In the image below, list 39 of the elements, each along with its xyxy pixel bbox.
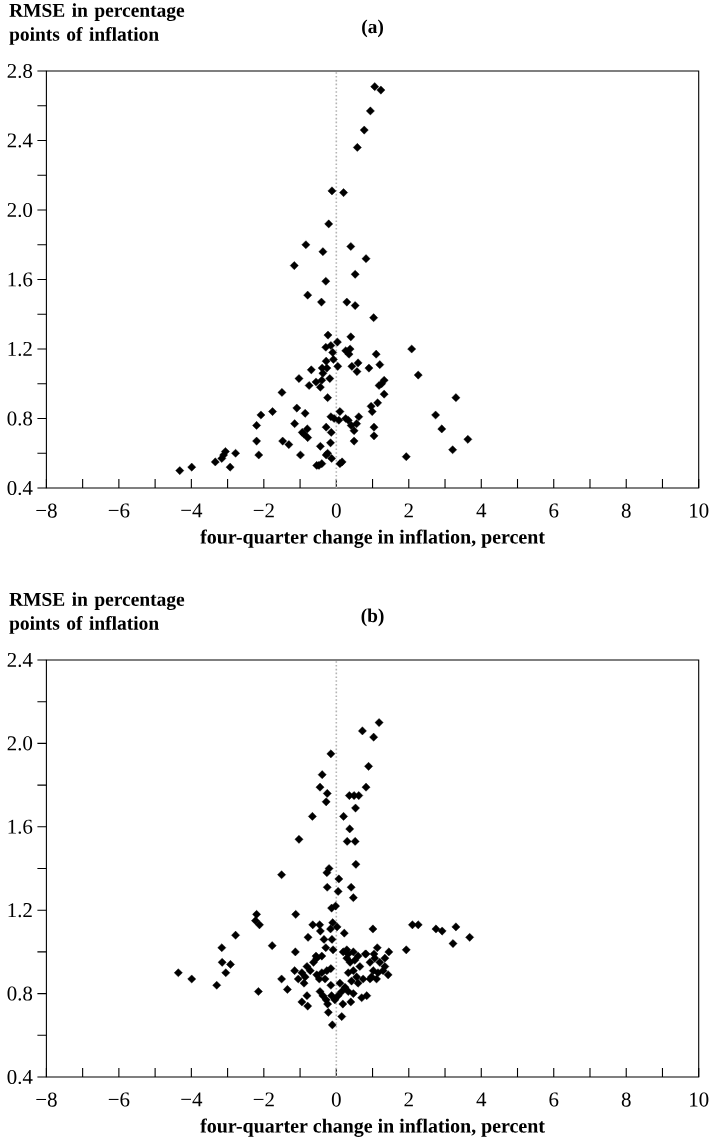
y-tick-label: 2.4 — [7, 133, 33, 148]
y-tick-label: 1.6 — [8, 819, 33, 834]
y-tick-label: 0.4 — [7, 480, 33, 496]
x-tick-label: −8 — [36, 503, 57, 518]
y-tick-label: 0.8 — [7, 411, 33, 426]
y-axis-title: RMSE in percentage points of inflation — [9, 3, 185, 45]
x-tick-label: 2 — [404, 503, 413, 518]
y-tick-label: 1.6 — [8, 272, 33, 287]
x-tick-label: 0 — [331, 1092, 341, 1107]
chart-title: (b) — [361, 608, 384, 627]
y-tick-label: 0.4 — [7, 1069, 33, 1085]
y-tick-label: 0.8 — [7, 986, 33, 1001]
x-tick-label: −2 — [253, 1092, 274, 1107]
x-tick-label: −6 — [108, 1092, 130, 1107]
x-tick-label: 4 — [476, 1092, 487, 1107]
y-tick-label: 1.2 — [8, 903, 32, 918]
x-tick-label: −8 — [36, 1092, 57, 1107]
x-tick-label: 8 — [621, 503, 631, 518]
x-tick-label: 10 — [690, 1092, 709, 1107]
chart-title: (a) — [362, 19, 384, 38]
x-tick-label: −4 — [181, 503, 203, 518]
x-tick-label: 0 — [331, 503, 341, 518]
y-tick-label: 2.8 — [7, 63, 33, 79]
y-tick-label: 2.4 — [7, 652, 33, 668]
y-axis-title: RMSE in percentage points of inflation — [9, 592, 185, 634]
x-tick-label: 4 — [476, 503, 487, 518]
y-tick-label: 2.0 — [7, 202, 33, 218]
y-tick-label: 2.0 — [7, 736, 33, 751]
x-tick-label: −4 — [181, 1092, 203, 1107]
x-tick-label: −2 — [253, 503, 274, 518]
x-tick-label: 8 — [621, 1092, 631, 1107]
x-tick-label: −6 — [108, 503, 130, 518]
x-axis-title: four-quarter change in inflation, percent — [200, 1118, 545, 1137]
x-axis-title: four-quarter change in inflation, percent — [200, 529, 545, 548]
y-tick-label: 1.2 — [8, 341, 32, 357]
x-tick-label: 6 — [549, 1092, 559, 1107]
x-tick-label: 2 — [404, 1092, 413, 1107]
x-tick-label: 10 — [690, 503, 709, 518]
x-tick-label: 6 — [549, 503, 559, 518]
